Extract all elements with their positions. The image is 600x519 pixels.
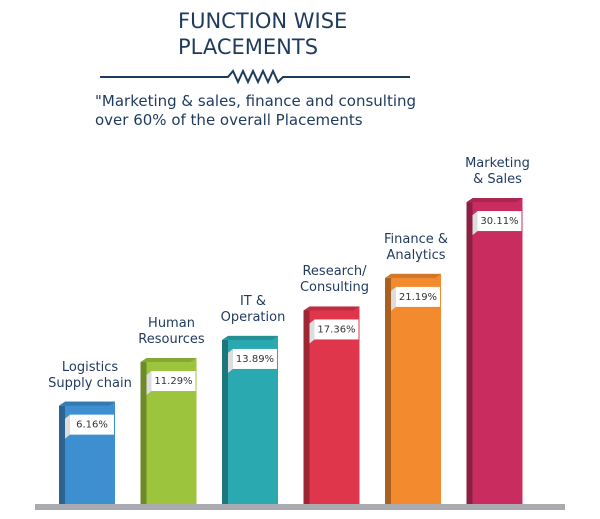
- bar-side: [140, 362, 147, 504]
- bar: [391, 273, 441, 504]
- bar-side: [222, 339, 228, 504]
- category-label: Marketing & Sales: [465, 156, 530, 188]
- bar-side: [385, 277, 391, 504]
- value-box: [151, 371, 196, 392]
- value-box: [477, 211, 522, 232]
- bar-cap: [222, 335, 278, 340]
- bar-cap: [466, 198, 523, 203]
- bar-cap: [303, 306, 360, 311]
- value-label: 13.89%: [236, 354, 274, 365]
- value-label: 11.29%: [154, 376, 192, 387]
- bar-cap: [140, 358, 197, 363]
- bar-side: [466, 202, 473, 504]
- value-label: 30.11%: [480, 216, 518, 227]
- category-label: Finance & Analytics: [383, 231, 448, 263]
- baseline: [35, 504, 565, 510]
- value-box-fold: [309, 319, 315, 344]
- category-label: Logistics Supply chain: [48, 359, 132, 391]
- value-box: [233, 348, 277, 369]
- value-box-fold: [65, 414, 70, 439]
- subtitle: "Marketing & sales, finance and consulti…: [95, 92, 417, 129]
- bar-side: [303, 310, 310, 504]
- divider: [100, 68, 410, 85]
- value-box-fold: [472, 211, 478, 236]
- category-label: Human Resources: [138, 316, 205, 348]
- value-box: [314, 319, 359, 340]
- bar-side: [59, 405, 65, 504]
- value-box: [396, 286, 440, 307]
- category-label: Research/ Consulting: [299, 264, 370, 296]
- value-box-fold: [228, 348, 233, 373]
- value-box-fold: [146, 371, 152, 396]
- bar-cap: [385, 273, 441, 278]
- value-label: 6.16%: [76, 420, 108, 431]
- value-label: 17.36%: [317, 324, 355, 335]
- category-label: IT & Operation: [220, 293, 286, 325]
- bar: [472, 198, 523, 504]
- value-label: 21.19%: [399, 292, 437, 303]
- value-box-fold: [391, 286, 396, 311]
- value-box: [70, 414, 114, 435]
- bar-cap: [59, 401, 115, 406]
- title: FUNCTION WISE PLACEMENTS: [178, 9, 348, 59]
